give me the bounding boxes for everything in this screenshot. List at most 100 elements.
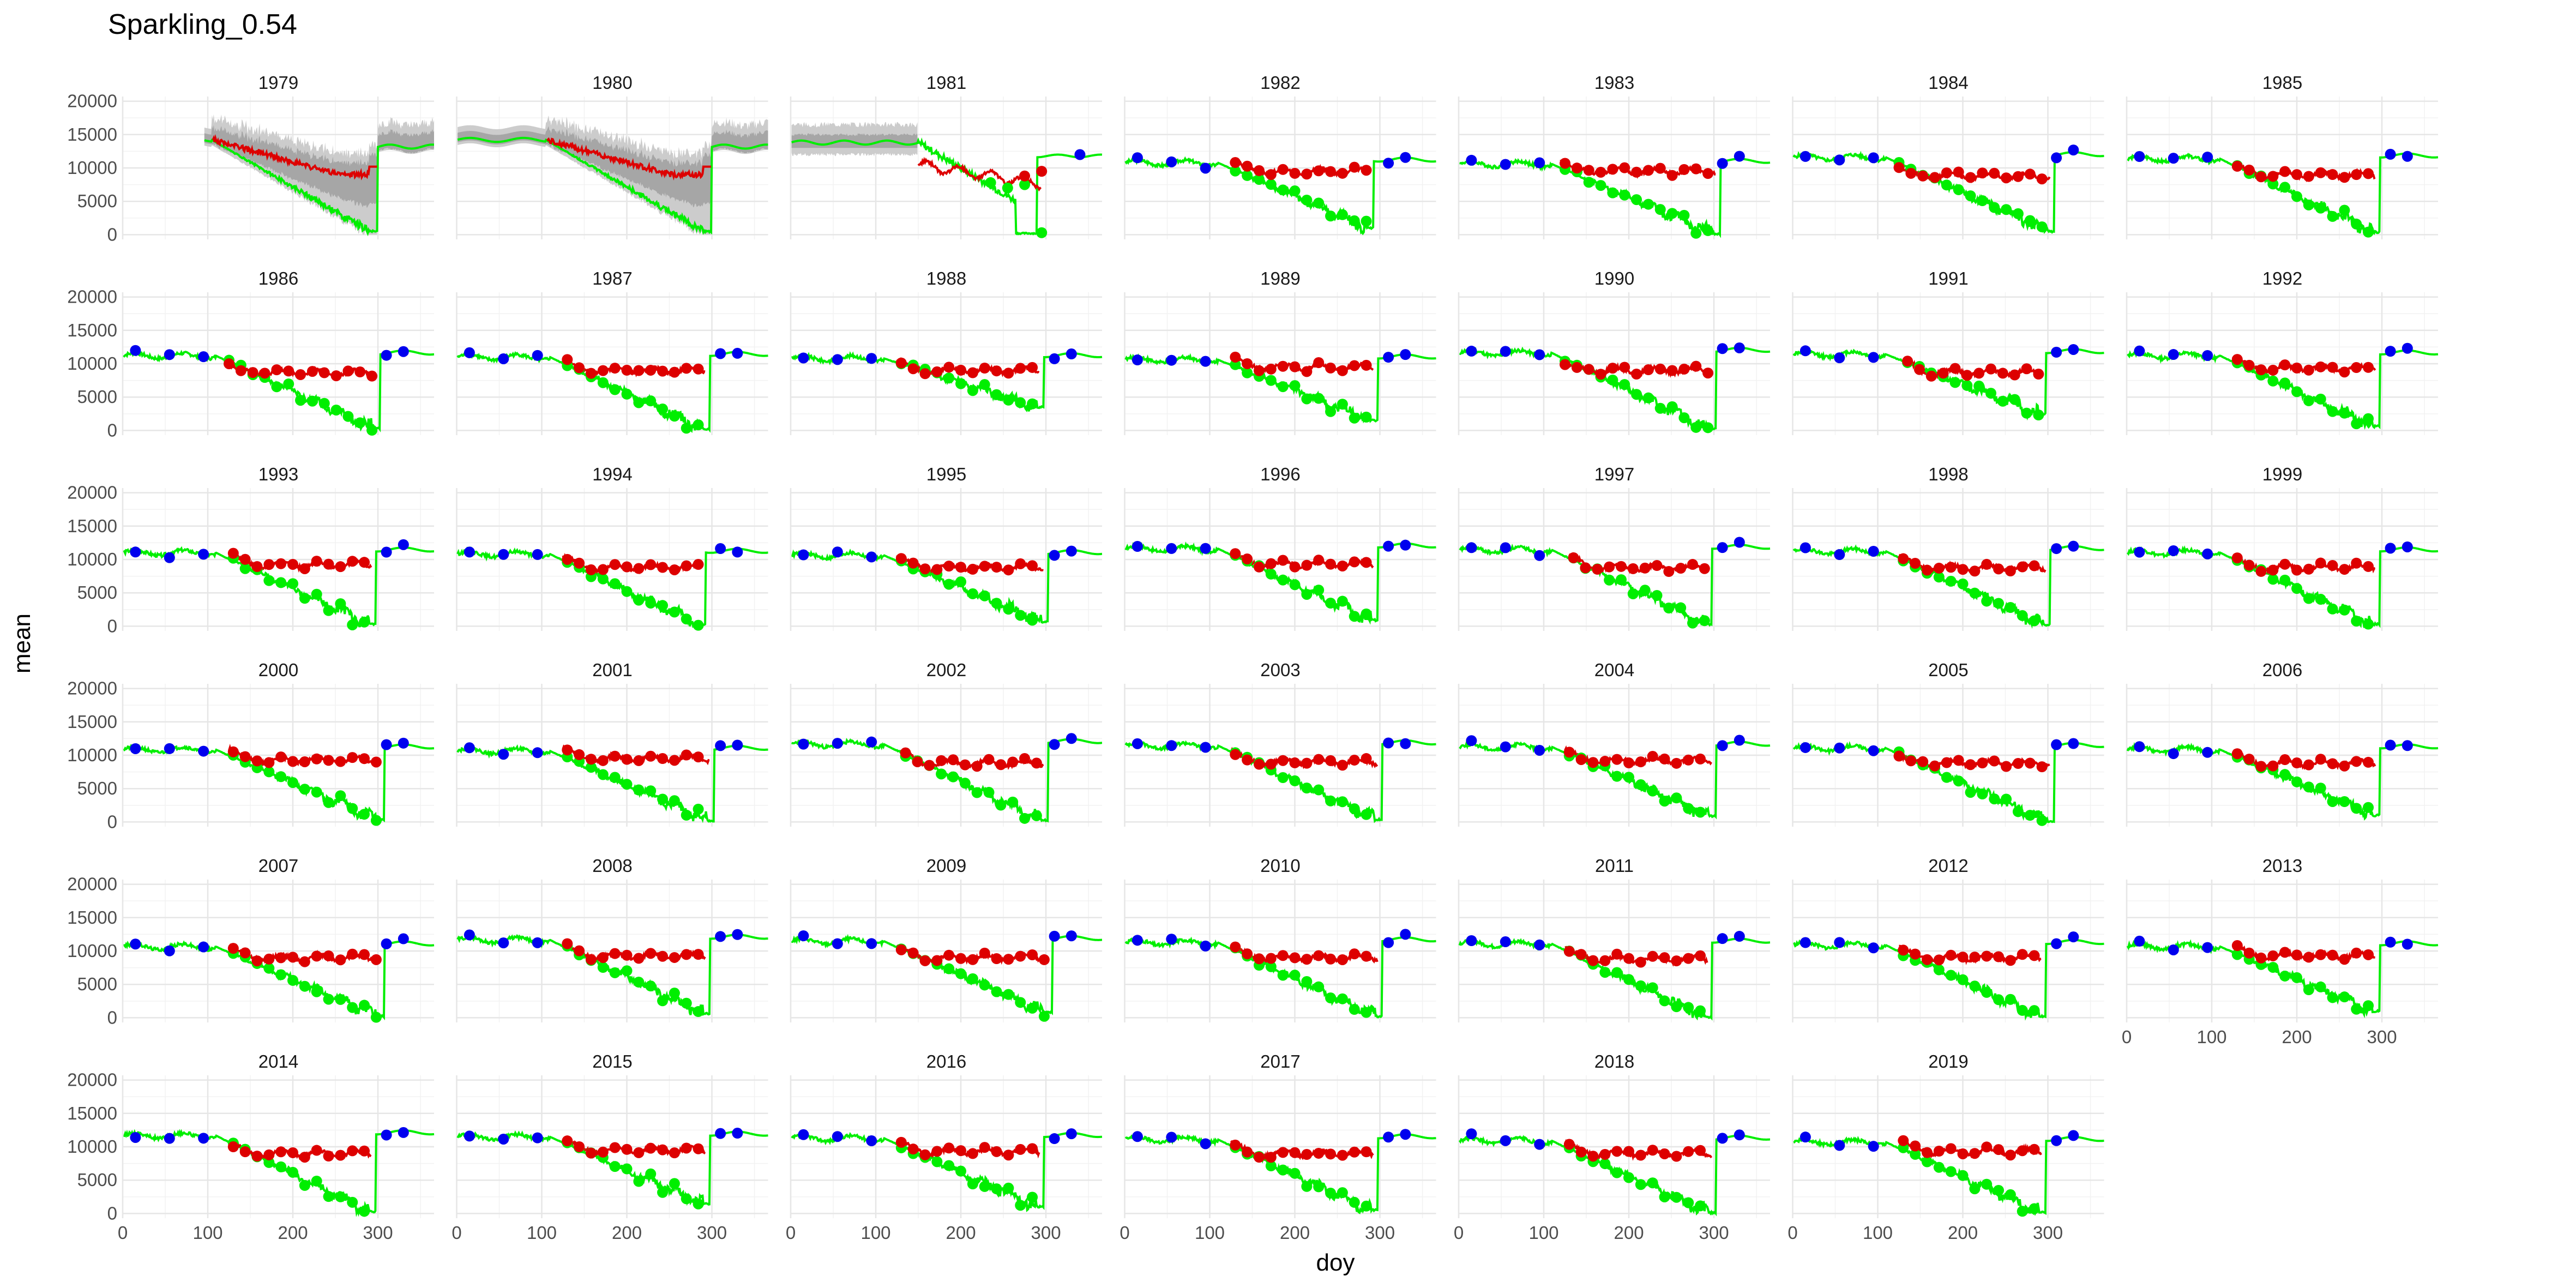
facet-panel-1994: 1994 <box>456 464 768 631</box>
green-point <box>2339 407 2350 419</box>
red-point <box>1301 559 1313 571</box>
red-point <box>251 561 263 573</box>
red-point <box>1301 168 1313 180</box>
facet-panel-2017: 2017 0 100 200 300 <box>1120 1051 1436 1243</box>
green-point <box>1921 1156 1933 1167</box>
y-tick-label: 0 <box>107 1203 117 1223</box>
red-point <box>1611 948 1623 960</box>
blue-point <box>398 1127 409 1138</box>
green-point <box>1337 399 1348 410</box>
red-point <box>2303 952 2314 963</box>
x-tick-label: 300 <box>697 1223 727 1243</box>
green-point <box>979 1181 990 1192</box>
green-point <box>1003 1182 1014 1194</box>
green-point <box>1003 604 1014 615</box>
red-point <box>311 1145 322 1156</box>
blue-point <box>1834 742 1845 754</box>
red-point <box>275 558 287 569</box>
blue-point <box>1717 740 1728 751</box>
red-point <box>955 1145 967 1157</box>
blue-point <box>1799 151 1811 162</box>
red-point <box>2267 950 2279 961</box>
red-point <box>2327 758 2338 769</box>
green-point <box>359 1206 370 1217</box>
red-point <box>1361 1146 1372 1158</box>
red-point <box>633 563 645 574</box>
red-point <box>633 953 645 964</box>
green-point <box>2303 781 2314 793</box>
blue-point <box>1734 931 1745 942</box>
red-point <box>1642 364 1654 376</box>
red-point <box>295 369 306 381</box>
green-point <box>633 397 645 408</box>
blue-point <box>732 546 743 558</box>
red-point <box>1683 1146 1694 1157</box>
red-point <box>1289 1147 1301 1158</box>
red-point <box>1583 165 1594 176</box>
facet-panel-1980: 1980 <box>456 73 768 239</box>
red-point <box>1910 1140 1921 1152</box>
green-point <box>633 594 645 606</box>
red-point <box>1937 368 1949 379</box>
red-point <box>323 755 334 766</box>
blue-point <box>532 350 543 361</box>
red-point <box>562 354 573 365</box>
red-point <box>2303 171 2314 182</box>
red-point <box>1607 164 1618 175</box>
red-point <box>2279 166 2291 177</box>
blue-point <box>1734 151 1745 162</box>
green-point <box>2327 992 2338 1003</box>
green-point <box>681 423 692 434</box>
red-point <box>2255 761 2267 772</box>
green-point <box>1683 803 1694 814</box>
red-point <box>318 367 330 378</box>
green-point <box>657 793 669 805</box>
red-point <box>2021 363 2032 375</box>
blue-point <box>2402 342 2413 354</box>
red-point <box>287 1147 299 1158</box>
blue-point <box>732 739 743 751</box>
y-tick-label: 5000 <box>77 778 117 798</box>
x-tick-label: 100 <box>2196 1027 2226 1047</box>
red-point <box>1007 756 1019 768</box>
red-point <box>991 365 1002 377</box>
red-point <box>1301 954 1313 965</box>
x-tick-label: 300 <box>363 1223 393 1243</box>
facet-strip-label: 1979 <box>258 73 298 93</box>
blue-point <box>1131 152 1143 164</box>
green-point <box>323 797 334 808</box>
green-point <box>1671 1191 1682 1203</box>
facet-strip-label: 2002 <box>926 660 966 680</box>
red-point <box>931 564 943 575</box>
facet-panel-2001: 2001 <box>456 660 768 827</box>
facet-strip-label: 1993 <box>258 464 298 484</box>
red-point <box>991 1146 1002 1157</box>
facet-panel-2013: 2013 0 100 200 300 <box>2122 856 2439 1047</box>
green-point <box>347 1196 358 1208</box>
green-point <box>1977 195 1988 207</box>
red-point <box>1973 368 1985 379</box>
facet-panel-1990: 1990 <box>1458 268 1771 435</box>
red-point <box>1977 167 1988 179</box>
red-point <box>1910 558 1921 569</box>
blue-point <box>1734 342 1745 353</box>
red-point <box>2351 557 2362 569</box>
green-point <box>991 598 1002 609</box>
green-point <box>657 995 669 1007</box>
green-point <box>1945 575 1957 587</box>
red-point <box>2036 761 2048 773</box>
blue-point <box>130 743 141 754</box>
red-point <box>1587 955 1599 966</box>
red-point <box>1361 557 1372 568</box>
red-point <box>2327 560 2338 571</box>
red-point <box>609 363 621 374</box>
facet-strip-label: 2019 <box>1928 1051 1968 1072</box>
red-point <box>2291 757 2303 769</box>
green-point <box>2303 593 2314 604</box>
red-point <box>251 1151 263 1162</box>
red-point <box>1563 747 1575 758</box>
facet-strip-label: 2011 <box>1595 856 1634 876</box>
red-point <box>1253 953 1265 965</box>
red-point <box>1349 754 1360 766</box>
